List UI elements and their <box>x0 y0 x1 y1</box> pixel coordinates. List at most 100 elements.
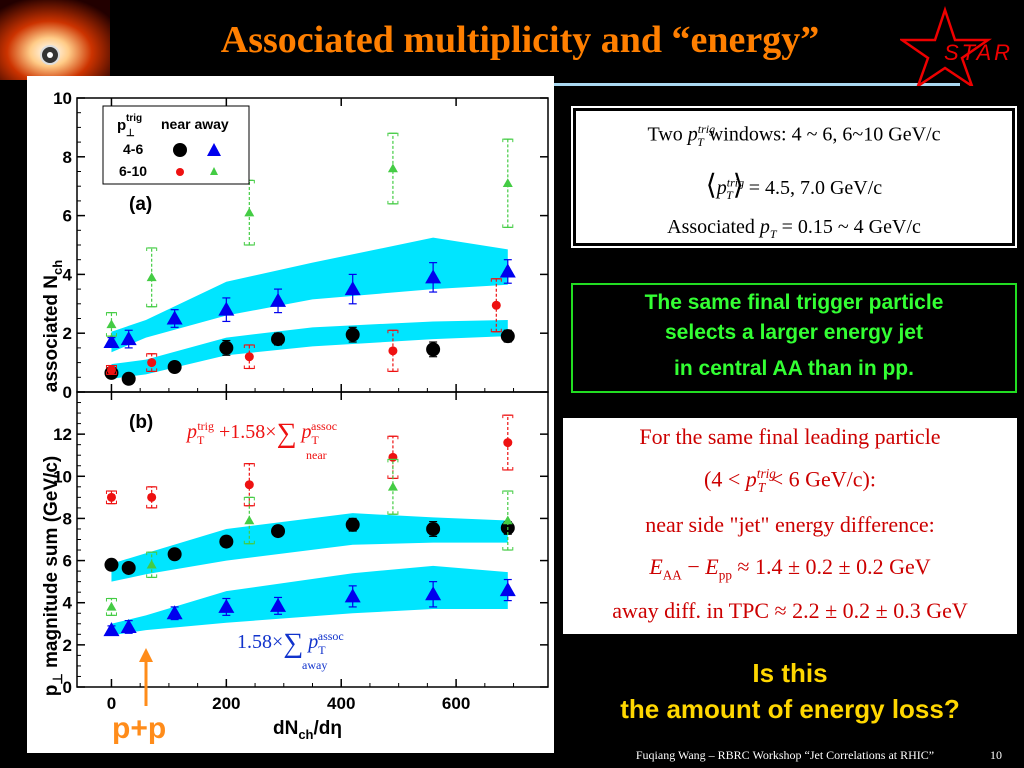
data-point <box>103 622 120 637</box>
data-point <box>218 598 235 613</box>
data-point <box>244 480 254 490</box>
syst-bracket <box>105 312 117 316</box>
syst-bracket <box>146 303 158 308</box>
panel-label-a: (a) <box>129 194 152 215</box>
x-tick-label: 400 <box>327 694 355 713</box>
syst-bracket <box>387 435 399 440</box>
syst-bracket <box>387 200 399 205</box>
y-axis-label-a: associated Nch <box>41 260 65 392</box>
data-point <box>120 618 137 633</box>
data-point <box>167 360 182 375</box>
data-point <box>106 365 116 375</box>
syst-bracket <box>105 490 117 495</box>
syst-bracket <box>387 329 399 334</box>
legend-header-cols: near away <box>161 116 229 132</box>
red-line-5: away diff. in TPC ≈ 2.2 ± 0.2 ± 0.3 GeV <box>612 598 968 623</box>
syst-bracket <box>387 511 399 515</box>
data-point <box>120 331 137 346</box>
syst-bracket <box>146 504 158 509</box>
syst-bracket <box>146 551 158 556</box>
plot-a: 0 2 4 6 8 10 <box>53 89 549 402</box>
syst-bracket <box>146 574 158 578</box>
red-line-2: (4 < ptrigT < 6 GeV/c): <box>704 466 876 495</box>
y-tick-label: 8 <box>63 148 72 167</box>
data-point <box>345 517 360 532</box>
data-point <box>166 310 183 325</box>
data-point <box>387 163 398 173</box>
pp-arrow-head <box>139 648 153 662</box>
data-point <box>499 582 516 597</box>
syst-bracket <box>387 132 399 137</box>
legend-marker-6-10-away <box>210 167 218 175</box>
info-line-3: Associated pT = 0.15 ~ 4 GeV/c <box>667 216 921 241</box>
data-point <box>104 557 119 572</box>
y-tick-label: 6 <box>63 552 72 571</box>
syst-bracket <box>502 490 514 495</box>
legend-header-sup: trig <box>126 113 142 124</box>
conclusion-box: The same final trigger particle selects … <box>571 283 1017 393</box>
syst-bracket <box>490 328 502 333</box>
systematic-band-1 <box>111 565 508 636</box>
x-axis-label: dNch/dη <box>273 718 342 742</box>
svg-text:p⊥ magnitude sum (GeV/c): p⊥ magnitude sum (GeV/c) <box>41 456 65 696</box>
data-point <box>167 547 182 562</box>
plot-b: 0 2 4 6 8 10 12 0 200 400 600 <box>53 391 549 713</box>
data-point <box>219 534 234 549</box>
data-point <box>491 300 501 310</box>
formula-near-sub: near <box>306 448 327 462</box>
legend-row-4-6: 4-6 <box>123 141 143 157</box>
syst-bracket <box>243 496 255 501</box>
data-point <box>388 346 398 356</box>
red-line-3: near side "jet" energy difference: <box>645 512 935 537</box>
slide-title: Associated multiplicity and “energy” <box>220 19 820 61</box>
data-point <box>147 358 157 368</box>
data-point <box>166 605 183 620</box>
data-point <box>146 559 157 569</box>
data-point <box>426 342 441 357</box>
y-tick-label: 2 <box>63 324 72 343</box>
sun-corona-image <box>0 0 110 80</box>
data-point <box>146 272 157 282</box>
star-logo: STAR <box>897 6 1020 90</box>
y-tick-label: 0 <box>63 678 72 697</box>
syst-bracket <box>387 368 399 372</box>
y-tick-label: 8 <box>63 509 72 528</box>
y-tick-label: 6 <box>63 207 72 226</box>
syst-bracket <box>146 353 158 357</box>
data-point <box>121 371 136 386</box>
syst-bracket <box>502 138 514 143</box>
data-point <box>121 560 136 575</box>
syst-bracket <box>502 224 514 228</box>
syst-bracket <box>243 242 255 246</box>
data-point <box>270 597 287 612</box>
y-tick-label: 10 <box>53 89 72 108</box>
syst-bracket <box>105 333 117 337</box>
data-point <box>425 269 442 284</box>
data-point <box>425 586 442 601</box>
data-point <box>271 524 286 539</box>
syst-bracket <box>146 486 158 490</box>
title-underline <box>160 83 960 86</box>
question-line-2: the amount of energy loss? <box>620 694 960 724</box>
data-point <box>499 263 516 278</box>
syst-bracket <box>146 368 158 372</box>
data-point <box>106 492 116 502</box>
svg-text:associated Nch: associated Nch <box>41 260 65 392</box>
footer-text: Fuqiang Wang – RBRC Workshop “Jet Correl… <box>635 748 935 762</box>
red-line-1: For the same final leading particle <box>639 424 941 449</box>
y-tick-label: 4 <box>63 265 73 284</box>
legend-header-var: p <box>117 117 126 134</box>
data-point <box>244 515 255 525</box>
panel-label-b: (b) <box>129 412 153 433</box>
data-point <box>106 319 117 329</box>
syst-bracket <box>146 247 158 251</box>
syst-bracket <box>105 500 117 505</box>
data-point <box>106 601 117 611</box>
chart-area: 0 2 4 6 8 10 0 2 4 6 8 10 12 0 200 400 600 p ⊥ trig nea… <box>41 89 549 742</box>
energy-difference-box: For the same final leading particle (4 <… <box>563 418 1017 634</box>
data-point <box>388 452 398 462</box>
syst-bracket <box>243 540 255 545</box>
data-point <box>344 588 361 603</box>
legend-header-sub: ⊥ <box>126 128 135 139</box>
data-point <box>345 327 360 342</box>
